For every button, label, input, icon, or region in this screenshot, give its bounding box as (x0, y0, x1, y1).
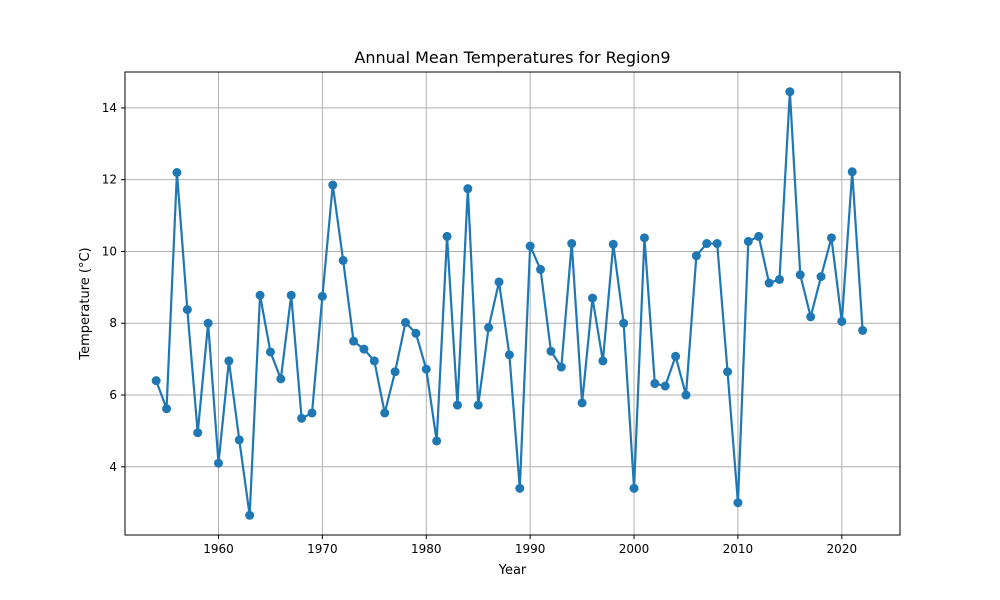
data-point (525, 241, 535, 251)
data-point (587, 293, 597, 303)
data-point (193, 428, 203, 438)
data-point (577, 398, 587, 408)
data-point (203, 318, 213, 328)
data-point (276, 374, 286, 384)
data-point (629, 483, 639, 493)
data-point (515, 483, 525, 493)
data-point (536, 264, 546, 274)
data-point (858, 325, 868, 335)
data-point (691, 251, 701, 261)
data-point (151, 376, 161, 386)
data-point (847, 167, 857, 177)
data-point (317, 291, 327, 301)
y-tick-label: 4 (109, 460, 117, 474)
plot-area (125, 72, 900, 535)
data-point (297, 413, 307, 423)
data-point (650, 379, 660, 389)
data-point (795, 270, 805, 280)
data-point (816, 272, 826, 282)
data-point (754, 231, 764, 241)
data-point (234, 435, 244, 445)
data-point (390, 367, 400, 377)
x-tick-label: 1990 (515, 542, 546, 556)
x-tick-label: 2000 (619, 542, 650, 556)
data-point (556, 362, 566, 372)
data-point (598, 356, 608, 366)
data-point (328, 180, 338, 190)
data-point (712, 239, 722, 249)
data-point (400, 318, 410, 328)
data-point (380, 408, 390, 418)
data-point (213, 458, 223, 468)
data-point (265, 347, 275, 357)
x-tick-label: 1960 (203, 542, 234, 556)
data-point (494, 277, 504, 287)
data-point (826, 233, 836, 243)
data-point (369, 356, 379, 366)
data-point (546, 346, 556, 356)
plot-frame (124, 71, 901, 536)
data-point (619, 318, 629, 328)
data-point (671, 351, 681, 361)
data-point (806, 312, 816, 322)
y-axis-label: Temperature (°C) (78, 247, 93, 360)
x-tick-label: 1970 (307, 542, 338, 556)
x-tick-label: 2020 (827, 542, 858, 556)
y-tick-label: 10 (102, 244, 117, 258)
data-point (567, 239, 577, 249)
y-tick-label: 12 (102, 173, 117, 187)
data-point (421, 364, 431, 374)
data-point (785, 87, 795, 97)
data-point (473, 400, 483, 410)
chart-title: Annual Mean Temperatures for Region9 (354, 48, 670, 67)
data-point (504, 350, 514, 360)
data-point (224, 356, 234, 366)
x-tick-label: 1980 (411, 542, 442, 556)
data-point (452, 400, 462, 410)
data-point (723, 367, 733, 377)
x-tick-label: 2010 (723, 542, 754, 556)
series-layer (151, 87, 868, 520)
data-point (307, 408, 317, 418)
data-point (255, 290, 265, 300)
data-point (442, 231, 452, 241)
tick-layer: 1960 1970 1980 1990 2000 2010 2020 4 6 8 10 12 14 (102, 101, 857, 556)
data-point (608, 239, 618, 249)
data-point (172, 167, 182, 177)
data-point (286, 290, 296, 300)
data-point (359, 344, 369, 354)
data-point (349, 336, 359, 346)
data-point (774, 274, 784, 284)
data-point (182, 305, 192, 315)
data-point (484, 323, 494, 333)
y-tick-label: 14 (102, 101, 117, 115)
data-point (702, 239, 712, 249)
data-point (432, 436, 442, 446)
data-point (743, 236, 753, 246)
data-point (764, 278, 774, 288)
data-point (463, 184, 473, 194)
data-point (660, 381, 670, 391)
data-point (162, 404, 172, 414)
data-point (837, 316, 847, 326)
y-tick-label: 6 (109, 388, 117, 402)
data-point (411, 328, 421, 338)
data-point (245, 510, 255, 520)
y-tick-label: 8 (109, 316, 117, 330)
x-axis-label: Year (498, 563, 527, 578)
data-point (733, 498, 743, 508)
data-point (681, 390, 691, 400)
data-point (338, 255, 348, 265)
data-point (639, 233, 649, 243)
